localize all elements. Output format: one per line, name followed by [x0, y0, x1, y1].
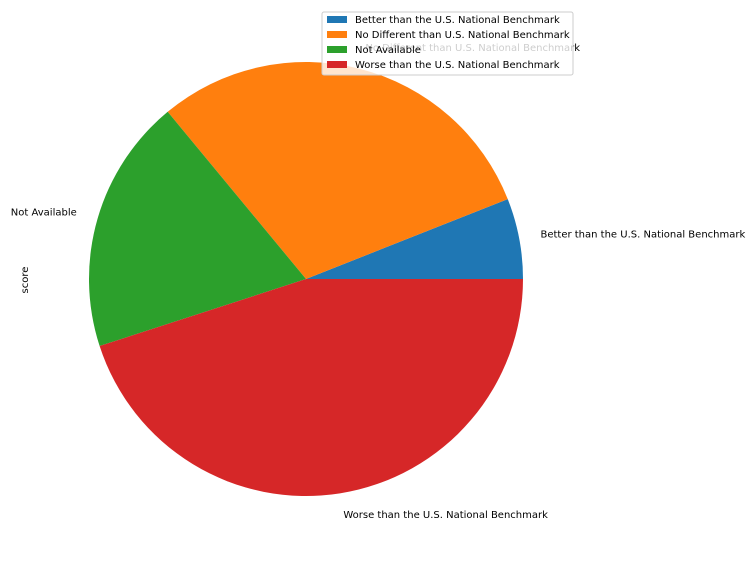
legend-label: Worse than the U.S. National Benchmark	[355, 60, 560, 71]
legend: Better than the U.S. National Benchmark N…	[321, 11, 574, 76]
y-axis-label: score	[20, 267, 31, 294]
pie-slice	[306, 199, 523, 279]
legend-swatch	[327, 46, 347, 53]
pie-slices	[89, 62, 524, 496]
legend-swatch	[327, 61, 347, 68]
pie-slice	[89, 111, 306, 347]
legend-swatch	[327, 16, 347, 23]
legend-label: Better than the U.S. National Benchmark	[355, 15, 560, 26]
pie-slice-label: Better than the U.S. National Benchmark	[540, 229, 745, 240]
pie-slice	[167, 62, 508, 279]
legend-items: Better than the U.S. National Benchmark N…	[327, 15, 570, 71]
legend-swatch	[327, 31, 347, 38]
pie-slice-label: Not Available	[11, 207, 77, 218]
pie-slice-label: Worse than the U.S. National Benchmark	[343, 510, 548, 521]
legend-label: No Different than U.S. National Benchmar…	[355, 30, 570, 41]
pie-slice	[99, 279, 524, 496]
legend-frame	[321, 11, 574, 76]
legend-label: Not Available	[355, 45, 421, 56]
